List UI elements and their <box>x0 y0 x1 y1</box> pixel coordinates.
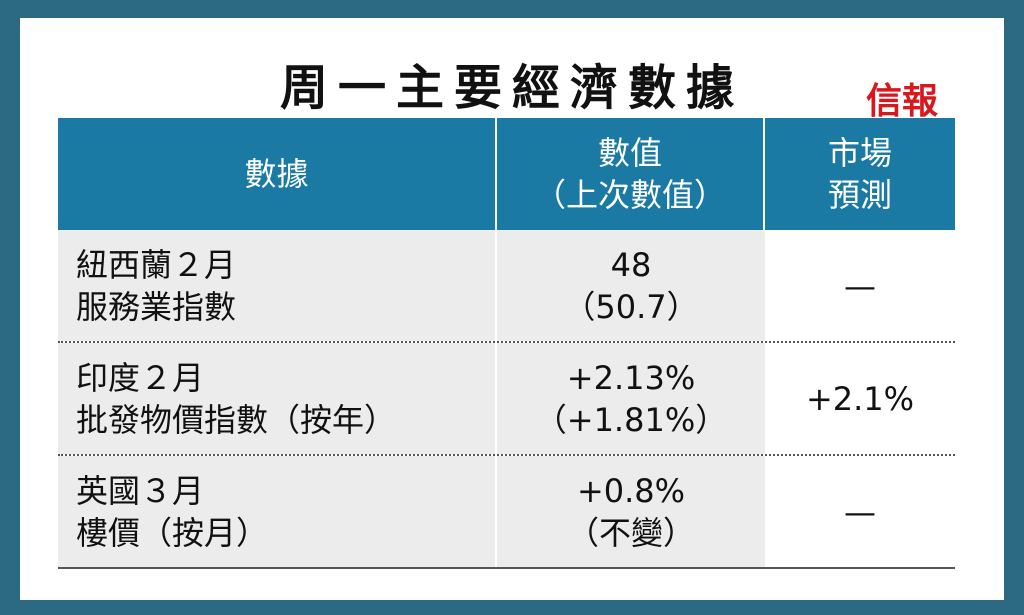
cell-text: — <box>844 266 876 305</box>
header-row: 數據 數值 （上次數值） 市場預測 <box>58 118 955 230</box>
table-cell: +0.8% （不變） <box>497 456 765 567</box>
table-cell: 紐西蘭２月 服務業指數 <box>58 230 497 341</box>
cell-text: 預測 <box>827 176 892 214</box>
table-cell: 英國３月 樓價（按月） <box>58 456 497 567</box>
cell-text: （+1.81%） <box>534 400 728 439</box>
cell-text: — <box>844 492 876 531</box>
cell-text: +0.8% <box>576 471 686 510</box>
header-cell: 市場 預測 <box>765 118 955 230</box>
table-cell: +2.13% （+1.81%） <box>497 343 765 454</box>
cell-text: 紐西蘭２月 <box>76 245 237 284</box>
table-row: 英國３月 樓價（按月） +0.8% （不變） — <box>58 456 955 569</box>
cell-text: 樓價（按月） <box>76 513 269 552</box>
cell-text: 英國３月 <box>76 471 205 510</box>
cell-text: （50.7） <box>563 287 699 326</box>
title: 周一主要經濟數據 <box>279 60 744 116</box>
header-cell: 數值 （上次數值） <box>497 118 765 230</box>
cell-text: +2.13% <box>566 358 696 397</box>
logo: 信報 <box>866 80 939 122</box>
table-cell: 48 （50.7） <box>497 230 765 341</box>
table-cell: 印度２月 批發物價指數（按年） <box>58 343 497 454</box>
table-cell: — <box>765 456 955 567</box>
table-row: 紐西蘭２月 服務業指數 48 （50.7） — <box>58 230 955 343</box>
cell-text: 服務業指數 <box>76 287 237 326</box>
table-cell: +2.1% <box>765 343 955 454</box>
table: 數據 數值 （上次數值） 市場 預測 紐西蘭２月 服務業指數 48 （50.7） — 印度２月 批發物… <box>58 118 955 569</box>
cell-text: 數值 <box>597 134 662 172</box>
cell-text: 印度２月 <box>76 358 205 397</box>
table-cell: — <box>765 230 955 341</box>
table-row: 印度２月 批發物價指數（按年） +2.13% （+1.81%） +2.1% <box>58 343 955 456</box>
header-cell: 數據 <box>58 118 497 230</box>
cell-text: （不變） <box>566 513 695 552</box>
cell-text: （上次數值） <box>533 176 726 214</box>
cell-text: 批發物價指數（按年） <box>76 400 397 439</box>
cell-text: 48 <box>610 245 652 284</box>
cell-text: 市場 <box>827 134 892 172</box>
cell-text: +2.1% <box>805 379 915 418</box>
cell-text: 數據 <box>244 155 309 193</box>
